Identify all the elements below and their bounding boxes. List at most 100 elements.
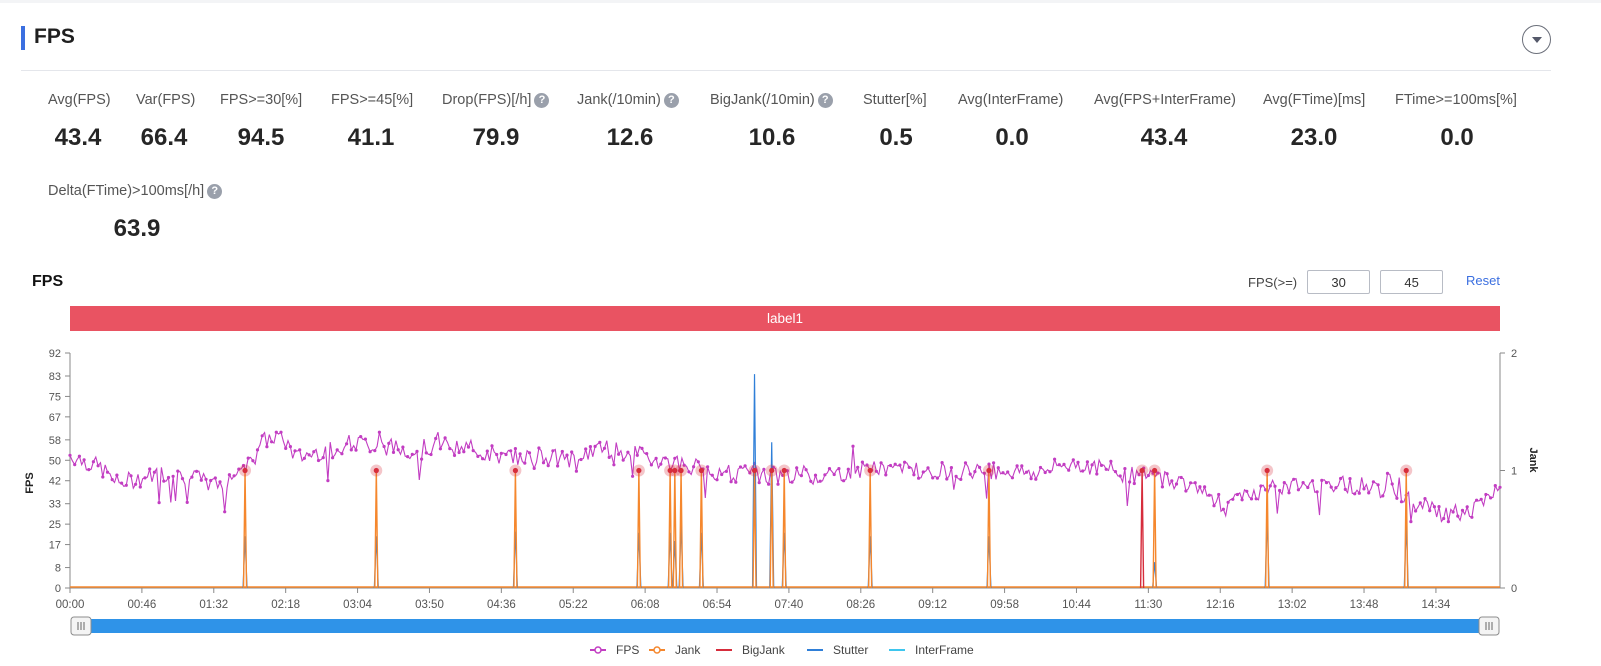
metric-value: 12.6 [606,124,654,151]
reset-link[interactable]: Reset [1466,273,1500,288]
fps-point [209,478,213,483]
fps-point [1203,485,1207,489]
fps-point [452,453,457,457]
fps-point [1451,510,1455,514]
x-tick-label: 14:34 [1422,599,1451,611]
fps-point [1446,520,1450,524]
fps-point [1329,485,1333,489]
fps-point [148,467,152,471]
fps-point [799,474,804,478]
y-tick-label: 25 [49,519,61,531]
fps-point [982,471,986,475]
fps-point [926,466,930,470]
fps-point [1395,496,1399,500]
fps-point [1085,460,1089,464]
fps-point [316,458,321,463]
help-icon[interactable]: ? [817,92,833,108]
fps-point [1310,479,1315,483]
bigjank-spike [1139,470,1145,589]
jank-spike [867,470,873,589]
fps-point [734,480,738,484]
y-tick-label: 8 [55,563,61,575]
fps-point [1071,458,1075,462]
fps-point [326,479,330,483]
fps-point [363,437,367,441]
jank-marker[interactable] [1403,467,1409,474]
fps-point [527,451,532,455]
fps-point [879,461,883,465]
fps-point [556,464,560,468]
jank-marker[interactable] [512,467,519,474]
fps-point [851,444,855,448]
fps-point [1357,491,1361,495]
legend-swatch-dot [653,646,661,654]
fps-point [1385,471,1390,475]
jank-marker[interactable] [678,467,684,474]
x-tick-label: 13:02 [1278,599,1307,611]
fps-point [574,469,579,473]
metric-value: 0.0 [1440,124,1474,151]
fps-point [626,450,630,454]
fps-point [298,448,302,452]
jank-spike [636,470,642,589]
jank-marker[interactable] [373,467,379,474]
label-band[interactable]: label1 [70,306,1500,331]
help-icon[interactable]: ? [534,92,550,108]
jank-marker[interactable] [698,467,704,474]
help-icon[interactable]: ? [663,92,679,108]
jank-marker[interactable] [636,467,642,474]
fps-point [513,447,518,451]
jank-marker[interactable] [672,467,678,474]
fps-point [546,464,550,468]
jank-marker[interactable] [1152,467,1158,474]
fps-point [790,480,794,484]
fps-point [1048,470,1052,474]
jank-marker[interactable] [867,467,873,474]
fps-point [518,452,522,456]
fps-point [373,449,377,453]
collapse-toggle-icon[interactable] [1522,25,1551,54]
jank-marker[interactable] [1264,467,1270,474]
jank-spike [374,470,379,589]
fps-point [949,466,954,470]
fps-point [804,468,808,472]
fps-point [706,465,710,469]
fps-point [1493,484,1497,488]
fps-point [1353,492,1357,496]
x-tick-label: 06:08 [631,599,660,611]
metric-label-row: FTime>=100ms[%] [1395,92,1595,108]
metric-label: Drop(FPS)[/h] [442,92,532,108]
fps-point [302,456,306,460]
zoom-slider-track[interactable] [72,619,1498,633]
jank-marker[interactable] [667,467,673,474]
fps-point [471,449,475,453]
jank-marker[interactable] [781,467,787,474]
fps-point [476,454,480,458]
jank-marker[interactable] [1139,467,1145,474]
jank-marker[interactable] [769,467,775,474]
fps-point [406,455,410,459]
fps-chart[interactable]: 0 8 17 25 33 42 50 58 67 75 83 92 0 1 2 00:00 00:46 01:32… [0,333,1601,666]
fps-point [401,445,405,449]
fps-point [1057,463,1061,467]
fps-point [138,485,142,489]
fps-point [1053,457,1057,461]
y-tick-label: 17 [49,540,61,552]
help-icon[interactable]: ? [207,183,223,199]
fps-point [1475,498,1479,502]
fps-threshold-high-input[interactable] [1380,270,1444,294]
metric-value: 43.4 [54,124,102,151]
fps-point [1104,467,1108,471]
x-tick-label: 09:58 [990,599,1019,611]
x-tick-label: 09:12 [918,599,947,611]
fps-point [1245,489,1249,493]
fps-point [767,482,771,486]
fps-point [1409,520,1413,524]
fps-point [162,479,166,483]
jank-marker[interactable] [986,467,992,474]
fps-point [884,473,888,477]
fps-threshold-low-input[interactable] [1307,270,1371,294]
fps-point [354,448,358,452]
jank-marker[interactable] [751,467,758,474]
jank-marker[interactable] [242,467,248,474]
